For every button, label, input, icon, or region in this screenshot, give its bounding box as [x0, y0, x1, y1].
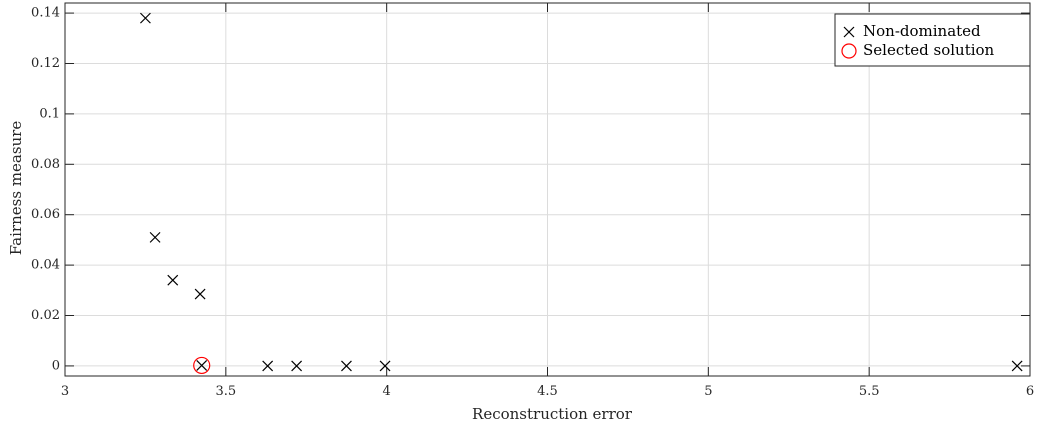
x-tick-label: 4.5 — [537, 384, 558, 399]
y-tick-label: 0.08 — [31, 157, 60, 172]
x-tick-label: 6 — [1026, 384, 1034, 399]
axes — [64, 2, 1031, 377]
x-axis-label: Reconstruction error — [472, 405, 633, 423]
x-tick-label: 4 — [383, 384, 391, 399]
data-point-selected-solution — [193, 356, 211, 375]
y-tick-label: 0.02 — [31, 308, 60, 323]
x-tick-label: 3 — [61, 384, 69, 399]
y-tick-label: 0.06 — [31, 207, 60, 222]
data-point-non-dominated — [194, 288, 206, 300]
x-tick-label: 5 — [704, 384, 712, 399]
y-axis-label: Fairness measure — [7, 121, 25, 256]
y-tick-label: 0.14 — [31, 6, 60, 21]
legend: Non-dominated Selected solution — [834, 13, 1031, 67]
data-point-non-dominated — [1011, 360, 1023, 372]
data-point-non-dominated — [196, 359, 208, 371]
y-tick-label: 0.1 — [39, 106, 60, 121]
x-tick-label: 3.5 — [215, 384, 236, 399]
legend-label-selected-solution: Selected solution — [863, 41, 995, 59]
tick-labels: 3 3.5 4 4.5 5 5.5 6 0 0.02 0.04 0.06 0.08 0.1 0.12 0.1… — [31, 6, 1034, 399]
data-point-non-dominated — [139, 12, 151, 24]
legend-marker-non-dominated — [843, 26, 855, 38]
data-point-non-dominated — [379, 360, 391, 372]
y-tick-label: 0.04 — [31, 258, 60, 273]
legend-label-non-dominated: Non-dominated — [863, 22, 981, 40]
data-point-non-dominated — [167, 274, 179, 286]
data-points — [139, 12, 1023, 375]
y-tick-label: 0 — [52, 358, 60, 373]
grid-lines — [65, 3, 1030, 376]
y-tick-label: 0.12 — [31, 56, 60, 71]
legend-box — [834, 13, 1031, 67]
x-tick-label: 5.5 — [859, 384, 880, 399]
data-point-non-dominated — [341, 360, 352, 372]
data-point-non-dominated — [291, 360, 303, 372]
data-point-non-dominated — [149, 231, 161, 243]
legend-marker-selected-solution — [841, 43, 857, 59]
data-point-non-dominated — [262, 360, 274, 372]
